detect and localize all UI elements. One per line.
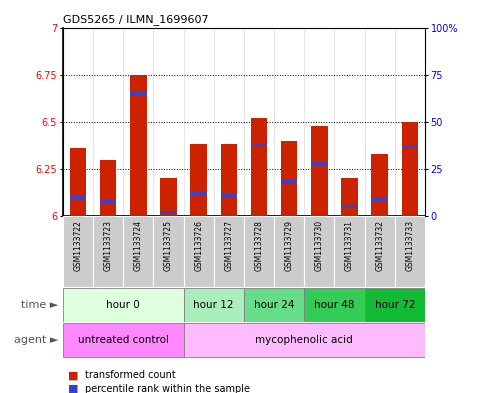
Bar	[130, 75, 146, 216]
Bar	[304, 216, 334, 287]
Text: untreated control: untreated control	[78, 335, 169, 345]
Bar	[63, 323, 184, 357]
Bar	[341, 205, 358, 208]
Bar	[402, 145, 418, 148]
Bar	[334, 216, 365, 287]
Bar	[371, 154, 388, 216]
Text: GDS5265 / ILMN_1699607: GDS5265 / ILMN_1699607	[63, 14, 209, 25]
Text: agent ►: agent ►	[14, 335, 58, 345]
Bar	[100, 160, 116, 216]
Text: ■: ■	[68, 384, 78, 393]
Bar	[402, 122, 418, 216]
Bar	[190, 192, 207, 195]
Bar	[274, 216, 304, 287]
Text: hour 24: hour 24	[254, 299, 294, 310]
Bar	[100, 199, 116, 203]
Text: GSM1133722: GSM1133722	[73, 220, 83, 270]
Text: ■: ■	[68, 370, 78, 380]
Text: GSM1133724: GSM1133724	[134, 220, 143, 271]
Text: mycophenolic acid: mycophenolic acid	[256, 335, 353, 345]
Text: GSM1133729: GSM1133729	[284, 220, 294, 271]
Text: GSM1133732: GSM1133732	[375, 220, 384, 271]
Bar	[371, 197, 388, 201]
Bar	[365, 216, 395, 287]
Bar	[213, 216, 244, 287]
Bar	[251, 143, 267, 146]
Bar	[190, 145, 207, 216]
Text: GSM1133731: GSM1133731	[345, 220, 354, 271]
Bar	[184, 323, 425, 357]
Bar	[244, 288, 304, 321]
Text: GSM1133733: GSM1133733	[405, 220, 414, 271]
Bar	[63, 216, 93, 287]
Text: hour 48: hour 48	[314, 299, 355, 310]
Bar	[160, 178, 177, 216]
Bar	[93, 216, 123, 287]
Bar	[341, 178, 358, 216]
Text: hour 72: hour 72	[375, 299, 415, 310]
Text: transformed count: transformed count	[85, 370, 175, 380]
Bar	[221, 145, 237, 216]
Text: GSM1133725: GSM1133725	[164, 220, 173, 271]
Bar	[281, 141, 298, 216]
Bar	[311, 126, 327, 216]
Text: hour 0: hour 0	[106, 299, 140, 310]
Bar	[130, 92, 146, 95]
Bar	[70, 196, 86, 199]
Bar	[281, 180, 298, 184]
Bar	[154, 216, 184, 287]
Bar	[184, 216, 213, 287]
Text: hour 12: hour 12	[194, 299, 234, 310]
Bar	[311, 162, 327, 165]
Text: time ►: time ►	[21, 299, 58, 310]
Bar	[244, 216, 274, 287]
Bar	[395, 216, 425, 287]
Bar	[251, 118, 267, 216]
Bar	[63, 288, 184, 321]
Bar	[184, 288, 244, 321]
Text: GSM1133728: GSM1133728	[255, 220, 264, 270]
Bar	[365, 288, 425, 321]
Text: GSM1133727: GSM1133727	[224, 220, 233, 271]
Bar	[304, 288, 365, 321]
Bar	[70, 148, 86, 216]
Text: GSM1133726: GSM1133726	[194, 220, 203, 271]
Text: GSM1133723: GSM1133723	[103, 220, 113, 271]
Bar	[123, 216, 154, 287]
Text: percentile rank within the sample: percentile rank within the sample	[85, 384, 250, 393]
Text: GSM1133730: GSM1133730	[315, 220, 324, 271]
Bar	[221, 194, 237, 197]
Bar	[160, 211, 177, 214]
